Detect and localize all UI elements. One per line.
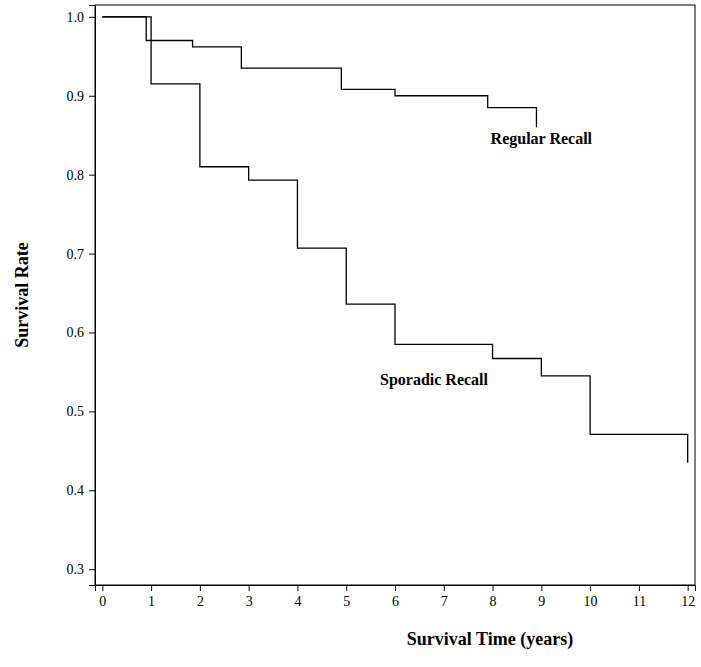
tick-label: 0.9 bbox=[67, 89, 85, 104]
tick: 0.5 bbox=[67, 404, 96, 419]
tick: 9 bbox=[538, 585, 545, 609]
tick-mark bbox=[89, 254, 95, 255]
tick: 2 bbox=[197, 585, 204, 609]
tick-mark bbox=[89, 569, 95, 570]
axis-line bbox=[89, 6, 96, 586]
tick: 11 bbox=[633, 585, 646, 609]
tick-mark bbox=[639, 585, 640, 591]
tick: 0.9 bbox=[67, 89, 96, 104]
tick: 0.6 bbox=[67, 325, 96, 340]
tick-label: 0 bbox=[99, 594, 106, 609]
tick-mark bbox=[89, 175, 95, 176]
tick: 10 bbox=[584, 585, 598, 609]
tick: 0.8 bbox=[67, 168, 96, 183]
tick-label: 3 bbox=[246, 594, 253, 609]
annotation: Sporadic Recall bbox=[380, 371, 489, 389]
tick-label: 1.0 bbox=[67, 10, 85, 25]
series-group bbox=[102, 17, 687, 463]
tick-label: 7 bbox=[441, 594, 448, 609]
tick-label: 0.7 bbox=[67, 247, 85, 262]
tick-label: 5 bbox=[343, 594, 350, 609]
tick: 0 bbox=[99, 585, 106, 609]
tick-mark bbox=[541, 585, 542, 591]
x-axis-title: Survival Time (years) bbox=[407, 629, 573, 650]
tick: 12 bbox=[681, 585, 695, 609]
tick-label: 11 bbox=[633, 594, 646, 609]
tick: 0.3 bbox=[67, 562, 96, 577]
tick-mark bbox=[249, 585, 250, 591]
tick-label: 12 bbox=[681, 594, 695, 609]
tick-label: 8 bbox=[490, 594, 497, 609]
tick-mark bbox=[444, 585, 445, 591]
tick-mark bbox=[102, 585, 103, 591]
tick-mark bbox=[151, 585, 152, 591]
tick-label: 1 bbox=[148, 594, 155, 609]
tick-label: 2 bbox=[197, 594, 204, 609]
tick-mark bbox=[590, 585, 591, 591]
plot: 01234567891011120.30.40.50.60.70.80.91.0… bbox=[67, 5, 696, 609]
y-axis-title: Survival Rate bbox=[12, 242, 32, 348]
tick: 0.7 bbox=[67, 247, 96, 262]
tick-mark bbox=[395, 585, 396, 591]
tick-label: 6 bbox=[392, 594, 399, 609]
axis-line bbox=[96, 586, 696, 592]
plot-frame bbox=[95, 5, 695, 585]
tick-label: 0.6 bbox=[67, 325, 85, 340]
tick: 0.4 bbox=[67, 483, 96, 498]
tick: 7 bbox=[441, 585, 448, 609]
tick: 1.0 bbox=[67, 10, 96, 25]
tick-label: 0.8 bbox=[67, 168, 85, 183]
tick-mark bbox=[89, 490, 95, 491]
tick: 3 bbox=[246, 585, 253, 609]
x-axis: 0123456789101112 bbox=[96, 585, 696, 609]
tick-mark bbox=[493, 585, 494, 591]
tick-label: 9 bbox=[538, 594, 545, 609]
annotation: Regular Recall bbox=[491, 130, 593, 148]
tick-mark bbox=[688, 585, 689, 591]
tick-label: 4 bbox=[294, 594, 301, 609]
tick: 1 bbox=[148, 585, 155, 609]
tick-mark bbox=[89, 411, 95, 412]
tick: 5 bbox=[343, 585, 350, 609]
tick-mark bbox=[200, 585, 201, 591]
tick: 6 bbox=[392, 585, 399, 609]
tick-mark bbox=[89, 17, 95, 18]
tick: 8 bbox=[490, 585, 497, 609]
tick: 4 bbox=[294, 585, 301, 609]
survival-curve bbox=[102, 17, 536, 127]
tick-mark bbox=[89, 96, 95, 97]
y-axis: 0.3 0.4 0.5 0.6 0.7 0.8 0.9 1.0 bbox=[67, 6, 96, 586]
tick-label: 0.3 bbox=[67, 562, 85, 577]
tick-mark bbox=[297, 585, 298, 591]
tick-mark bbox=[346, 585, 347, 591]
chart: 01234567891011120.30.40.50.60.70.80.91.0… bbox=[0, 0, 701, 667]
tick-label: 0.5 bbox=[67, 404, 85, 419]
tick-label: 0.4 bbox=[67, 483, 85, 498]
tick-mark bbox=[89, 332, 95, 333]
tick-label: 10 bbox=[584, 594, 598, 609]
survival-curve bbox=[102, 17, 687, 463]
